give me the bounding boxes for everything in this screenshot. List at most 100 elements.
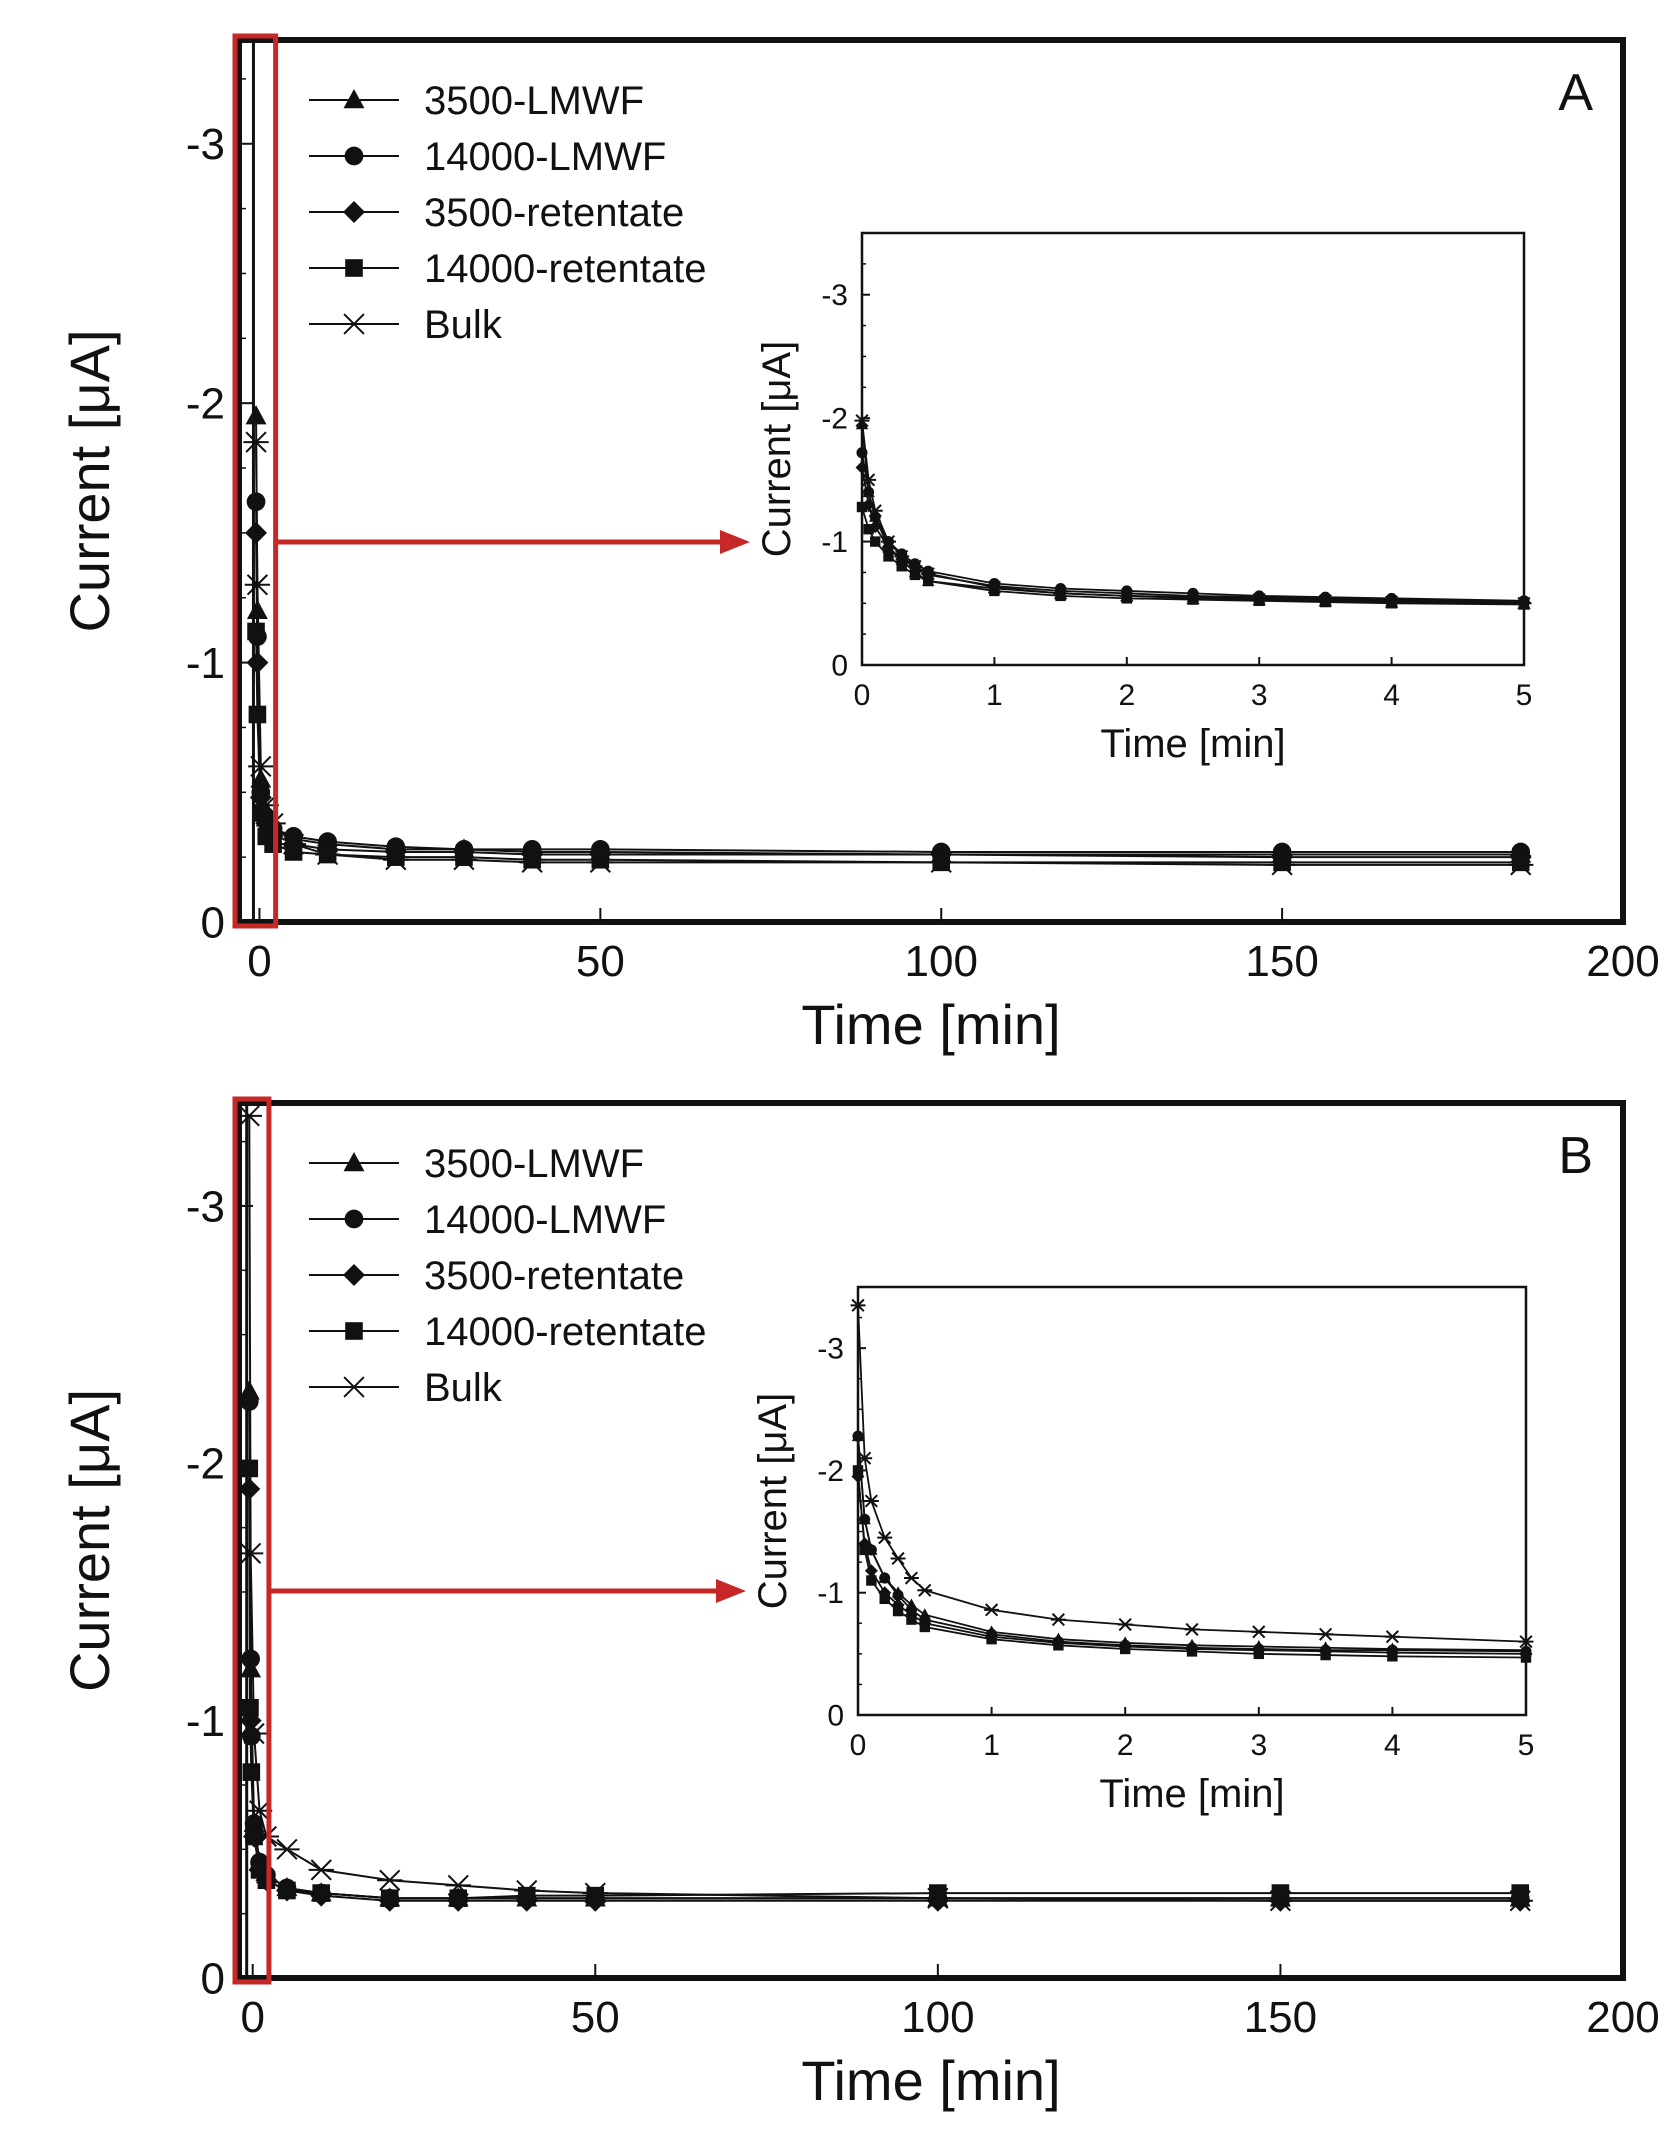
data-point bbox=[923, 575, 934, 587]
data-point bbox=[278, 1881, 296, 1900]
data-point bbox=[984, 1603, 1000, 1617]
legend-marker bbox=[345, 1322, 363, 1340]
data-point bbox=[1507, 1890, 1533, 1912]
data-point bbox=[280, 833, 307, 855]
data-point bbox=[870, 536, 881, 547]
data-point bbox=[1050, 1613, 1066, 1627]
data-point bbox=[1518, 1635, 1534, 1649]
legend-marker bbox=[343, 89, 365, 109]
legend-marker bbox=[343, 1264, 365, 1286]
data-point bbox=[855, 461, 869, 475]
data-point bbox=[247, 622, 265, 641]
y-tick-label: -1 bbox=[186, 1697, 225, 1746]
data-point bbox=[919, 1621, 930, 1633]
data-point bbox=[1273, 853, 1291, 872]
x-axis-label: Time [min] bbox=[801, 2049, 1060, 2112]
data-point bbox=[866, 1575, 877, 1586]
x-tick-label: 2 bbox=[1117, 1729, 1134, 1762]
legend-label: Bulk bbox=[424, 303, 503, 347]
x-tick-label: 100 bbox=[901, 1993, 974, 2042]
data-point bbox=[852, 1465, 864, 1476]
data-point bbox=[925, 1887, 951, 1909]
data-point bbox=[917, 1583, 933, 1597]
data-point bbox=[237, 1542, 264, 1564]
data-point bbox=[1253, 1648, 1264, 1660]
x-tick-label: 50 bbox=[571, 1993, 620, 2042]
panel-B-frame bbox=[236, 1100, 1626, 1981]
y-tick-label: -2 bbox=[186, 380, 225, 429]
data-point bbox=[1318, 1627, 1334, 1641]
highlight-box bbox=[232, 33, 279, 929]
data-point bbox=[1520, 1652, 1532, 1663]
data-point bbox=[1119, 589, 1135, 603]
zoom-arrow-head bbox=[720, 530, 750, 554]
data-point bbox=[1251, 593, 1267, 607]
data-point bbox=[1317, 594, 1333, 608]
x-tick-label: 0 bbox=[854, 679, 871, 712]
data-point bbox=[245, 405, 267, 425]
data-point bbox=[850, 1298, 866, 1312]
data-point bbox=[451, 849, 477, 871]
x-tick-label: 2 bbox=[1118, 679, 1135, 712]
data-point bbox=[1508, 854, 1534, 876]
legend-marker bbox=[345, 259, 363, 277]
data-point bbox=[863, 1494, 879, 1508]
y-tick-label: -2 bbox=[821, 403, 848, 436]
x-tick-label: 3 bbox=[1250, 1729, 1267, 1762]
y-tick-label: -3 bbox=[186, 1182, 225, 1231]
data-point bbox=[1121, 593, 1132, 604]
x-axis-label: Time [min] bbox=[1099, 1772, 1284, 1816]
data-point bbox=[243, 431, 269, 453]
y-tick-label: -3 bbox=[817, 1333, 844, 1366]
y-tick-label: 0 bbox=[827, 1700, 844, 1733]
data-point bbox=[1053, 1640, 1064, 1651]
data-point bbox=[314, 843, 341, 866]
data-point bbox=[1185, 591, 1201, 605]
data-point bbox=[892, 1605, 904, 1617]
x-tick-label: 1 bbox=[983, 1729, 1000, 1762]
panel-label: A bbox=[1558, 64, 1593, 122]
data-point bbox=[514, 1879, 540, 1902]
data-point bbox=[240, 1459, 259, 1478]
data-point bbox=[907, 559, 923, 573]
data-point bbox=[1269, 854, 1295, 876]
data-point bbox=[274, 1838, 300, 1860]
x-tick-label: 5 bbox=[1518, 1729, 1535, 1762]
series-line bbox=[255, 442, 1521, 866]
data-point bbox=[241, 1698, 259, 1717]
data-point bbox=[1516, 596, 1532, 610]
y-tick-label: 0 bbox=[201, 1954, 225, 2003]
y-tick-label: -2 bbox=[186, 1440, 225, 1489]
series-Bulk bbox=[854, 414, 1532, 610]
data-point bbox=[387, 848, 405, 866]
data-point bbox=[383, 849, 409, 871]
data-point bbox=[920, 567, 936, 581]
data-point bbox=[236, 1105, 262, 1127]
data-point bbox=[857, 1451, 873, 1465]
y-tick-label: -1 bbox=[817, 1577, 844, 1610]
y-tick-label: -1 bbox=[186, 639, 225, 688]
data-point bbox=[1384, 1630, 1400, 1644]
y-tick-label: 0 bbox=[201, 898, 225, 947]
y-axis-label: Current [μA] bbox=[751, 1393, 795, 1609]
data-point bbox=[852, 1430, 864, 1442]
data-point bbox=[248, 755, 274, 777]
inset-A: 0 1 2 3 4 5 0 -1 -2 -3 Time [min] Current [μA] bbox=[755, 231, 1532, 766]
data-point bbox=[252, 804, 270, 822]
data-point bbox=[859, 1513, 871, 1525]
data-point bbox=[890, 1551, 906, 1566]
panel-A-frame bbox=[236, 37, 1626, 925]
data-point bbox=[523, 850, 541, 869]
data-point bbox=[894, 549, 910, 563]
data-point bbox=[591, 850, 610, 869]
data-point bbox=[1117, 1617, 1133, 1632]
data-point bbox=[241, 1722, 267, 1745]
legend-marker bbox=[343, 201, 365, 223]
y-tick-label: -2 bbox=[817, 1455, 844, 1488]
data-point bbox=[244, 574, 271, 596]
x-tick-label: 3 bbox=[1251, 679, 1268, 712]
data-point bbox=[877, 1531, 893, 1545]
series-14000-retentate bbox=[852, 1465, 1532, 1663]
x-tick-label: 200 bbox=[1586, 1993, 1659, 2042]
